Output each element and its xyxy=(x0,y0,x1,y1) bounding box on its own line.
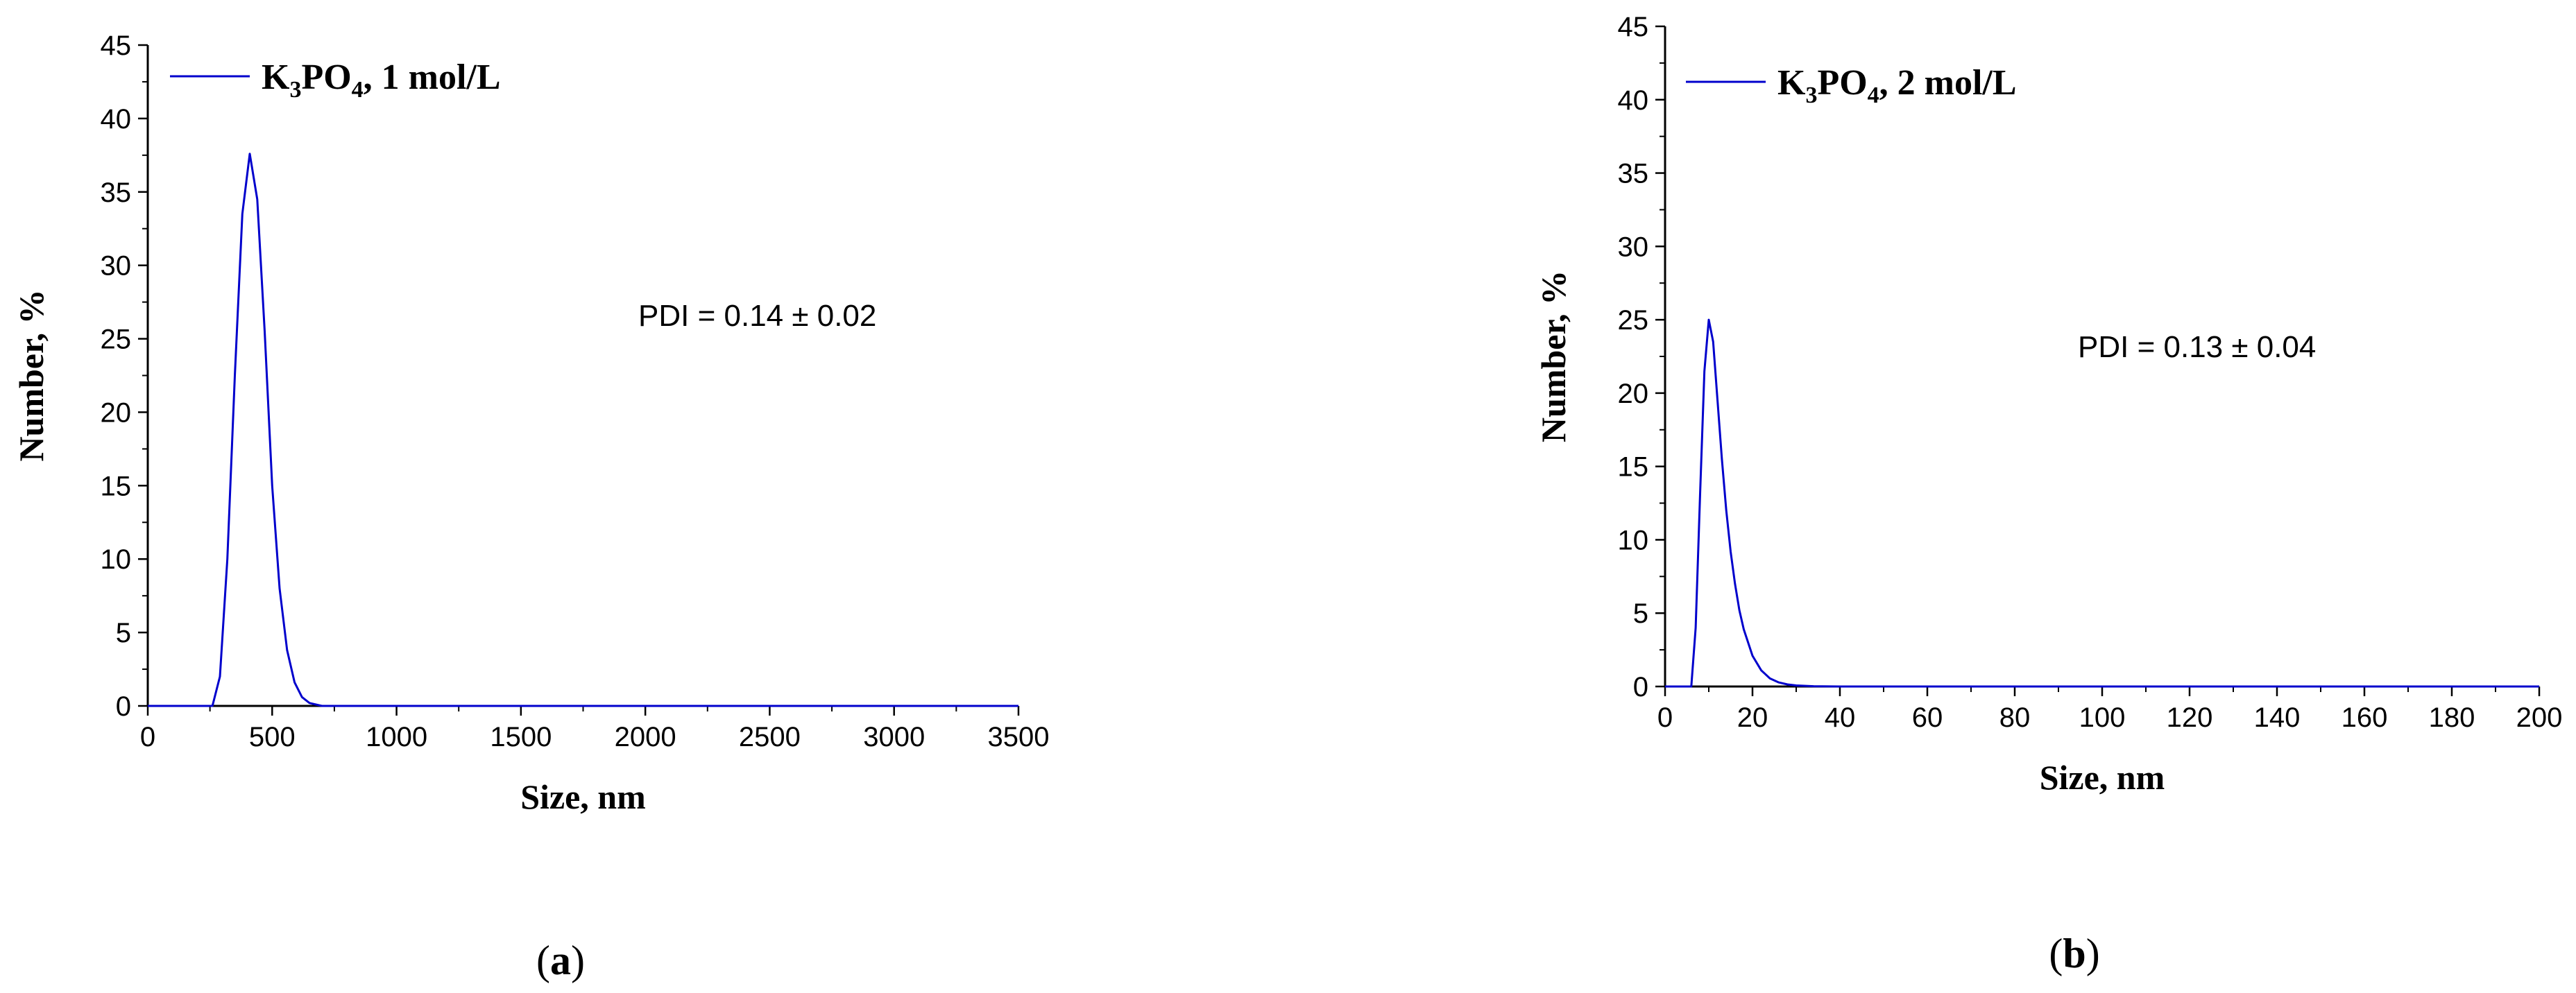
legend-sub2: 4 xyxy=(1868,83,1879,108)
x-tick-label: 40 xyxy=(1825,702,1856,733)
x-tick-label: 80 xyxy=(1999,702,2031,733)
x-tick-label: 3500 xyxy=(988,722,1050,752)
legend-suffix: , 2 mol/L xyxy=(1879,63,2017,103)
y-tick-label: 45 xyxy=(1618,12,1649,42)
x-axis-title: Size, nm xyxy=(2040,758,2165,797)
legend-suffix: , 1 mol/L xyxy=(364,58,501,97)
y-tick-label: 20 xyxy=(101,397,132,428)
x-tick-label: 500 xyxy=(249,722,296,752)
legend-prefix: K xyxy=(262,58,290,97)
y-tick-label: 0 xyxy=(116,691,131,722)
series-line xyxy=(1665,318,2539,688)
panel-label-open: ( xyxy=(536,938,550,983)
legend-label: K3PO4, 2 mol/L xyxy=(1777,63,2017,108)
chart-panel-b: 0 5 10 15 20 25 30 35 40 45 0 20 40 60 80 100 120 140 160 1… xyxy=(1534,12,2562,976)
y-axis-title: Number, % xyxy=(12,289,51,461)
panel-label-letter: b xyxy=(2063,931,2085,976)
x-tick-label: 180 xyxy=(2429,702,2475,733)
legend-mid: PO xyxy=(301,58,351,97)
x-axis-title: Size, nm xyxy=(520,777,646,816)
panel-label-close: ) xyxy=(571,938,585,983)
x-tick-label: 1500 xyxy=(490,722,552,752)
legend-sub1: 3 xyxy=(289,77,301,103)
x-tick-label: 160 xyxy=(2342,702,2388,733)
y-tick-label: 40 xyxy=(101,104,132,135)
x-tick-label: 0 xyxy=(1657,702,1673,733)
y-tick-label: 35 xyxy=(101,178,132,208)
x-tick-label: 60 xyxy=(1912,702,1943,733)
y-tick-label: 10 xyxy=(1618,525,1649,555)
panel-label-letter: a xyxy=(550,938,571,983)
y-tick-label: 30 xyxy=(1618,232,1649,262)
x-tick-label: 1000 xyxy=(366,722,427,752)
legend-sub1: 3 xyxy=(1805,83,1817,108)
y-tick-label: 25 xyxy=(101,325,132,355)
y-tick-label: 30 xyxy=(101,251,132,282)
panel-label: (b) xyxy=(2049,931,2099,976)
y-tick-label: 20 xyxy=(1618,379,1649,409)
y-tick-label: 15 xyxy=(1618,452,1649,483)
legend-prefix: K xyxy=(1777,63,1806,103)
y-tick-label: 0 xyxy=(1633,672,1648,702)
y-tick-label: 35 xyxy=(1618,159,1649,189)
y-tick-label: 25 xyxy=(1618,305,1649,336)
x-tick-label: 200 xyxy=(2516,702,2563,733)
panel-label: (a) xyxy=(536,938,585,983)
pdi-annotation: PDI = 0.13 ± 0.04 xyxy=(2078,330,2316,364)
series-line xyxy=(148,153,1018,707)
x-tick-label: 20 xyxy=(1737,702,1768,733)
y-tick-label: 5 xyxy=(116,618,131,648)
y-tick-label: 5 xyxy=(1633,598,1648,629)
y-tick-label: 40 xyxy=(1618,85,1649,116)
y-tick-label: 45 xyxy=(101,31,132,61)
x-tick-label: 100 xyxy=(2079,702,2126,733)
x-tick-label: 2500 xyxy=(739,722,801,752)
x-tick-label: 140 xyxy=(2254,702,2301,733)
legend-label: K3PO4, 1 mol/L xyxy=(262,58,501,103)
pdi-annotation: PDI = 0.14 ± 0.02 xyxy=(638,299,876,333)
panel-label-close: ) xyxy=(2086,931,2100,976)
x-tick-label: 3000 xyxy=(863,722,925,752)
x-tick-label: 0 xyxy=(140,722,155,752)
chart-panel-a: 0 5 10 15 20 25 30 35 40 45 0 500 1000 1500 2000 2500 30… xyxy=(12,31,1049,983)
y-axis-title: Number, % xyxy=(1534,270,1573,442)
x-tick-label: 2000 xyxy=(615,722,676,752)
legend-mid: PO xyxy=(1817,63,1867,103)
y-tick-label: 10 xyxy=(101,544,132,575)
y-tick-label: 15 xyxy=(101,471,132,501)
panel-label-open: ( xyxy=(2049,931,2063,976)
legend-sub2: 4 xyxy=(352,77,364,103)
x-tick-label: 120 xyxy=(2167,702,2213,733)
